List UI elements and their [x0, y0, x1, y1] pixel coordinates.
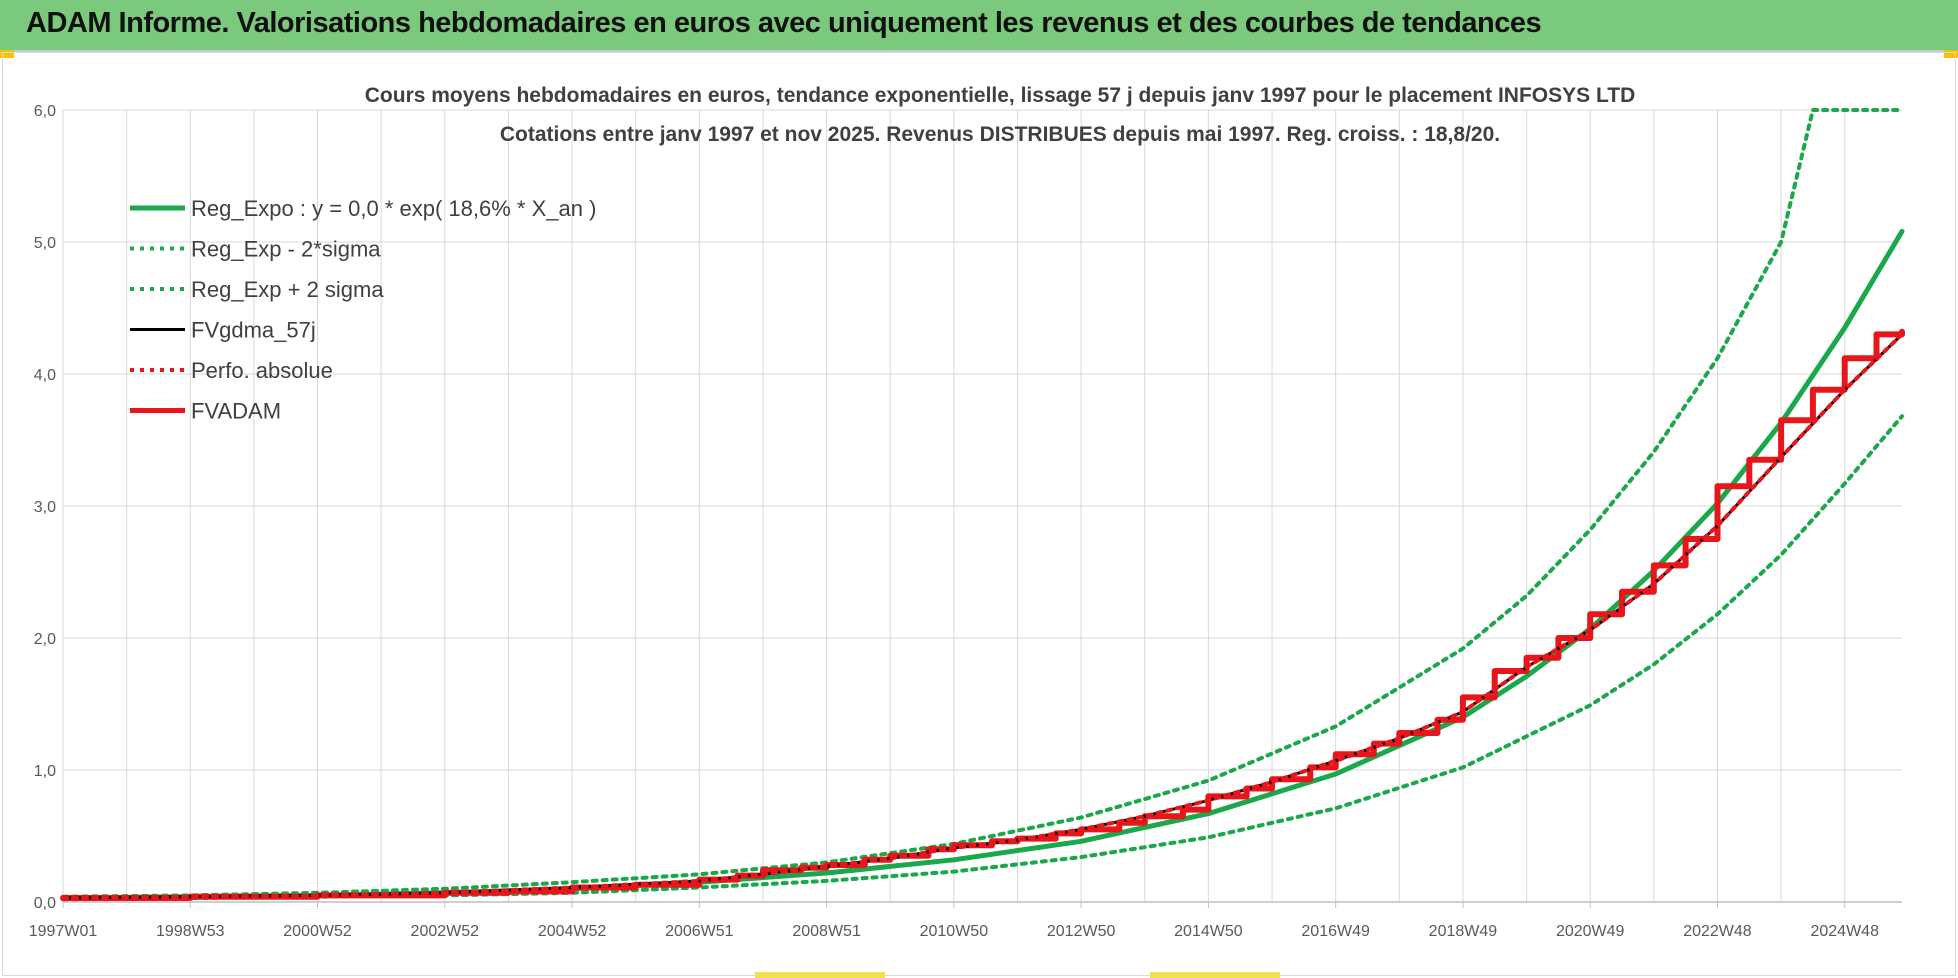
legend-label: FVgdma_57j: [191, 318, 316, 343]
legend: Reg_Expo : y = 0,0 * exp( 18,6% * X_an )…: [130, 196, 596, 424]
y-tick-label: 4,0: [34, 367, 56, 384]
bottom-strip-right: [1150, 972, 1280, 978]
x-tick-label: 2006W51: [665, 923, 734, 940]
x-tick-label: 2000W52: [283, 923, 352, 940]
banner-title: ADAM Informe. Valorisations hebdomadaire…: [26, 7, 1542, 39]
x-tick-label: 2004W52: [538, 923, 607, 940]
series-line-fvadam: [60, 328, 1905, 901]
x-tick-label: 2016W49: [1301, 923, 1370, 940]
y-tick-label: 1,0: [34, 763, 56, 780]
header-banner: ADAM Informe. Valorisations hebdomadaire…: [0, 0, 1958, 53]
x-tick-label: 2024W48: [1810, 923, 1879, 940]
x-tick-label: 2012W50: [1047, 923, 1116, 940]
x-tick-label: 2008W51: [792, 923, 861, 940]
chart-title-line-1: Cours moyens hebdomadaires en euros, ten…: [365, 84, 1636, 107]
bottom-strip-left: [755, 972, 885, 978]
legend-label: FVADAM: [191, 399, 281, 424]
axes: 0,0 1,0 2,0 3,0 4,0 5,0 6,0 1997W01 1998W53 2000W…: [29, 103, 1902, 940]
y-tick-label: 0,0: [34, 895, 56, 912]
chart-title-line-2: Cotations entre janv 1997 et nov 2025. R…: [500, 123, 1500, 146]
chart-frame: [2, 52, 1956, 976]
series-line-perfo-absolue: [61, 332, 1904, 900]
corner-mark-left: [0, 50, 14, 58]
legend-label: Perfo. absolue: [191, 358, 333, 383]
x-tick-label: 1998W53: [156, 923, 225, 940]
x-tick-label: 2002W52: [411, 923, 480, 940]
corner-mark-right: [1944, 50, 1958, 58]
y-tick-label: 5,0: [34, 235, 56, 252]
series-line-reg-exp-2-sigma: [61, 108, 1904, 899]
x-tick-label: 2010W50: [920, 923, 989, 940]
series-line-reg-expo-y-0-0-exp-18-6-x-an: [60, 228, 1905, 901]
legend-label: Reg_Exp + 2 sigma: [191, 277, 384, 302]
x-tick-label: 2014W50: [1174, 923, 1243, 940]
x-tick-label: 2020W49: [1556, 923, 1625, 940]
series-layer: [60, 108, 1905, 902]
legend-label: Reg_Exp - 2*sigma: [191, 237, 381, 262]
series-line-fvgdma-57j: [61, 332, 1904, 900]
y-tick-label: 2,0: [34, 631, 56, 648]
x-tick-label: 2022W48: [1683, 923, 1752, 940]
y-tick-label: 6,0: [34, 103, 56, 120]
gridlines: [62, 109, 1902, 903]
x-tick-label: 2018W49: [1429, 923, 1498, 940]
x-tick-label: 1997W01: [29, 923, 98, 940]
legend-label: Reg_Expo : y = 0,0 * exp( 18,6% * X_an ): [191, 196, 596, 221]
y-tick-label: 3,0: [34, 499, 56, 516]
